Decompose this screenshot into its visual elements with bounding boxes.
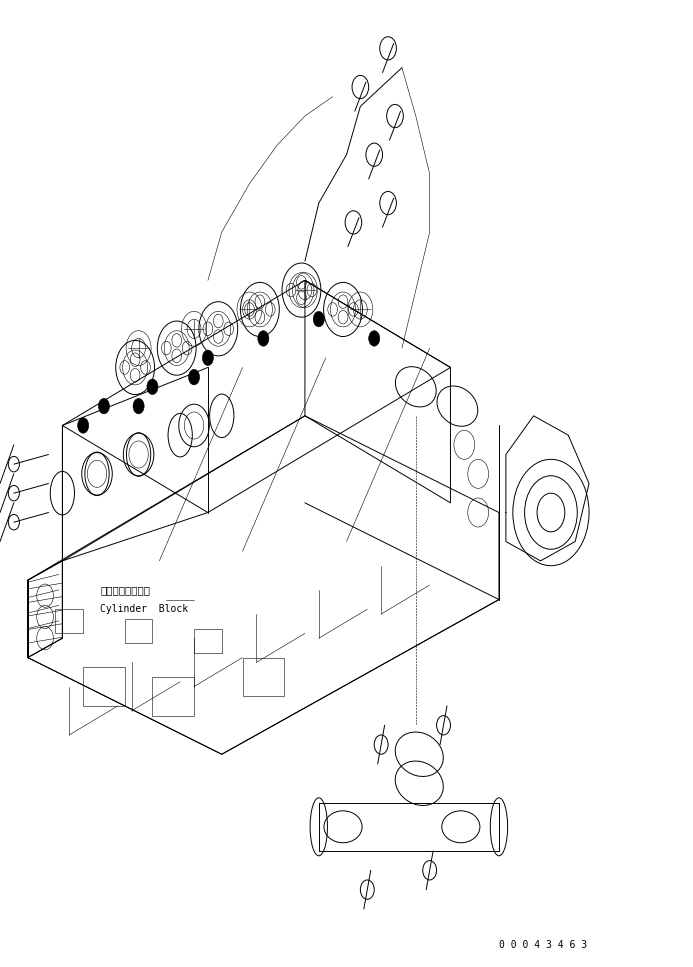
Circle shape: [133, 398, 144, 414]
Circle shape: [147, 379, 158, 395]
Bar: [194, 629, 222, 653]
Text: Cylinder  Block: Cylinder Block: [100, 604, 188, 614]
Text: 0 0 0 4 3 4 6 3: 0 0 0 4 3 4 6 3: [499, 940, 587, 950]
Circle shape: [313, 311, 324, 327]
Bar: [152, 677, 194, 716]
Bar: [243, 658, 284, 696]
Text: シリンダブロック: シリンダブロック: [100, 585, 150, 595]
Circle shape: [98, 398, 109, 414]
Circle shape: [369, 331, 380, 346]
Bar: [55, 609, 83, 633]
Bar: [83, 667, 125, 706]
Bar: [125, 619, 152, 643]
Circle shape: [188, 369, 200, 385]
Circle shape: [78, 418, 89, 433]
Circle shape: [258, 331, 269, 346]
Circle shape: [202, 350, 213, 366]
